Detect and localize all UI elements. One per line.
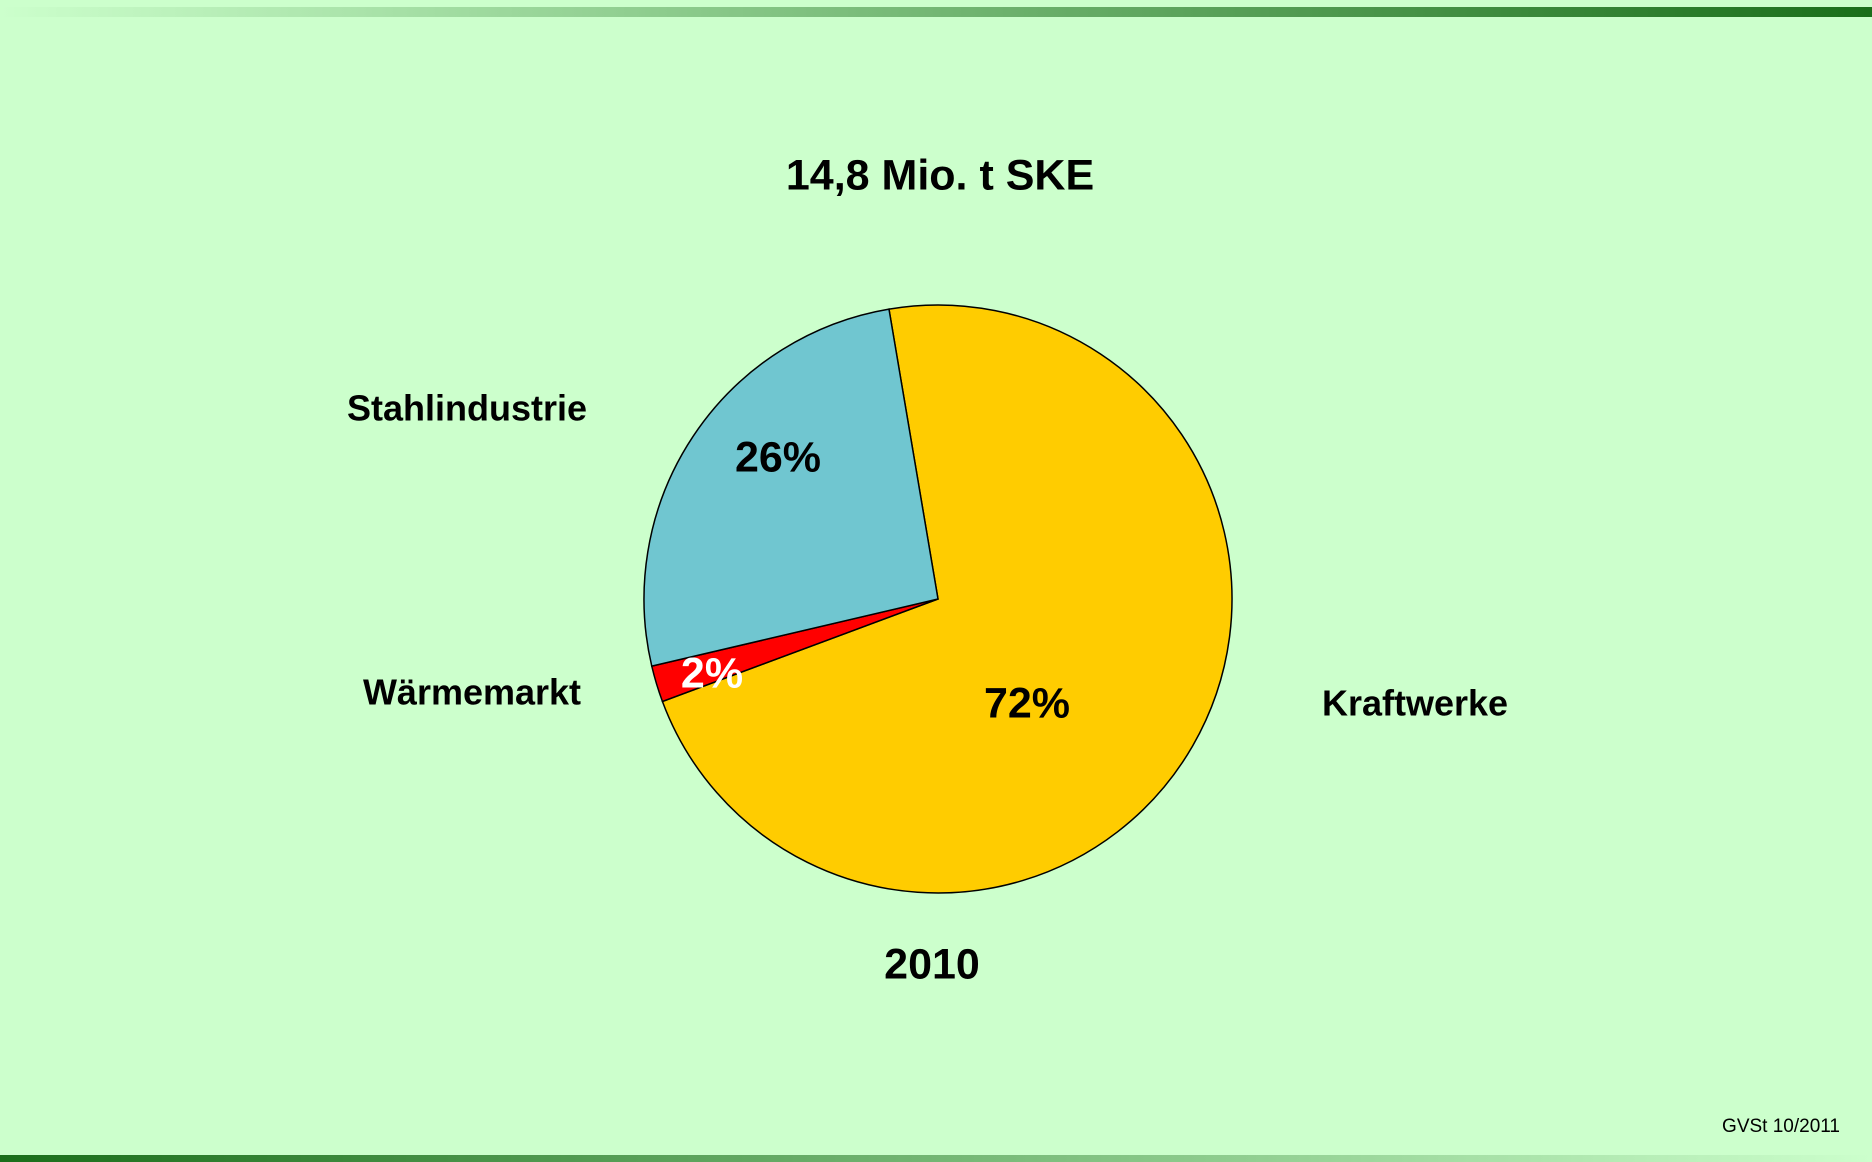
value-label: 2% [681, 649, 743, 697]
pie-slice [661, 304, 1233, 894]
category-label: Kraftwerke [1322, 683, 1508, 724]
x-label: 2010 [884, 940, 980, 988]
source-note: GVSt 10/2011 [1722, 1116, 1840, 1137]
bottom-bar [0, 1155, 1872, 1162]
category-label: Stahlindustrie [347, 388, 587, 429]
value-label: 72% [984, 679, 1070, 727]
category-label: Wärmemarkt [363, 672, 581, 713]
pie-slice [643, 308, 939, 668]
chart-title: 14,8 Mio. t SKE [786, 151, 1094, 199]
value-label: 26% [735, 433, 821, 481]
top-bar [0, 7, 1872, 17]
